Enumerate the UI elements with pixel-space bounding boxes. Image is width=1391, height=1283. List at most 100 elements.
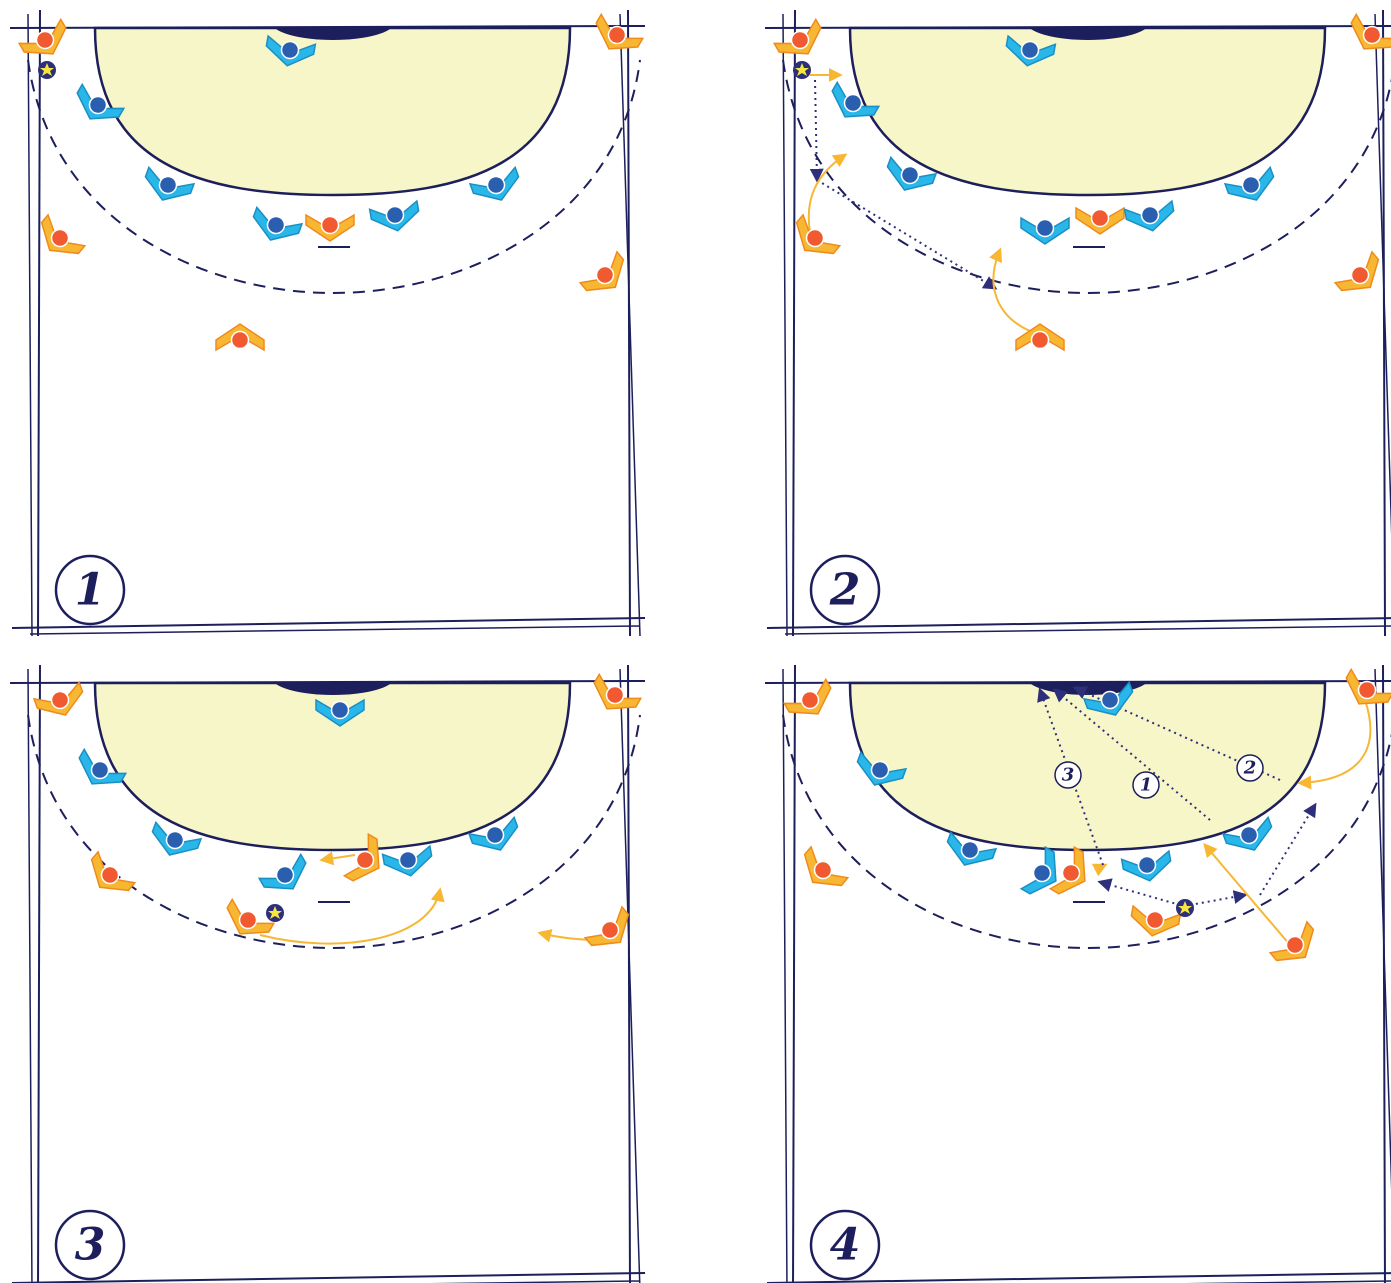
- player-head: [100, 865, 120, 885]
- defender: [467, 815, 519, 851]
- panel: 3: [10, 659, 645, 1283]
- defender: [78, 747, 128, 785]
- move-arrow: [1203, 842, 1291, 946]
- move-arrow: [989, 247, 1041, 336]
- player-head: [1090, 208, 1110, 228]
- player-head: [88, 95, 108, 115]
- attacker: [1130, 904, 1182, 937]
- player-head: [35, 30, 55, 50]
- player-head: [355, 850, 375, 870]
- panel-number: 3: [75, 1220, 106, 1271]
- attacker: [40, 213, 87, 255]
- attacker: [1075, 206, 1125, 235]
- player-head: [1030, 330, 1050, 350]
- player-head: [266, 215, 286, 235]
- defender: [144, 165, 196, 201]
- attacker: [1333, 250, 1380, 292]
- player-head: [50, 690, 70, 710]
- player-head: [280, 40, 300, 60]
- defender: [1123, 199, 1175, 232]
- player-head: [165, 830, 185, 850]
- attacker: [17, 17, 67, 55]
- player-head: [330, 700, 350, 720]
- defender: [1221, 815, 1273, 851]
- defender: [315, 698, 365, 727]
- player-head: [1145, 910, 1165, 930]
- pass-arrow: [816, 179, 998, 290]
- player-head: [1137, 855, 1157, 875]
- defender: [76, 82, 126, 120]
- pass-arrow: [1097, 878, 1181, 906]
- player-head: [90, 760, 110, 780]
- defender: [1005, 34, 1057, 67]
- player-head: [1241, 175, 1261, 195]
- ball: [793, 61, 811, 79]
- attacker: [305, 213, 355, 242]
- attacker: [32, 680, 84, 716]
- ball-star: [1178, 901, 1192, 914]
- player-head: [1357, 680, 1377, 700]
- attacker: [1345, 667, 1391, 705]
- defender: [468, 165, 520, 201]
- attacker: [1015, 323, 1065, 352]
- ball: [38, 61, 56, 79]
- defender: [946, 830, 998, 866]
- player-head: [1362, 25, 1382, 45]
- player-head: [158, 175, 178, 195]
- player-head: [790, 30, 810, 50]
- ball-star: [268, 906, 282, 919]
- panel-number: 4: [830, 1220, 861, 1271]
- player-head: [485, 825, 505, 845]
- ball: [266, 904, 284, 922]
- panel-number: 2: [829, 565, 861, 616]
- defender: [252, 205, 304, 241]
- player-head: [398, 850, 418, 870]
- ball-star: [795, 63, 809, 76]
- defender: [856, 750, 908, 786]
- court: [765, 659, 1391, 1283]
- shot-arrow: [1037, 687, 1104, 866]
- defender: [265, 34, 317, 67]
- player-head: [275, 865, 295, 885]
- attacker: [593, 672, 643, 710]
- attacker: [226, 897, 276, 935]
- player-head: [1035, 218, 1055, 238]
- player-head: [960, 840, 980, 860]
- player-head: [320, 215, 340, 235]
- defender: [368, 199, 420, 232]
- pass-label: 2: [1236, 754, 1264, 782]
- move-arrow: [1091, 863, 1108, 877]
- attacker: [772, 17, 822, 55]
- pass-arrow: [809, 79, 824, 183]
- move-arrow: [259, 887, 445, 945]
- player-head: [486, 175, 506, 195]
- defender: [831, 80, 881, 118]
- attacker: [1268, 920, 1315, 962]
- pass-label-text: 3: [1062, 765, 1075, 786]
- attacker: [215, 323, 265, 352]
- defender: [1223, 165, 1275, 201]
- panel-number: 1: [75, 565, 106, 616]
- defender: [257, 852, 307, 890]
- player-head: [607, 25, 627, 45]
- defender: [381, 844, 433, 877]
- attacker: [578, 250, 625, 292]
- panel: 2: [765, 4, 1391, 636]
- move-arrow: [319, 851, 356, 866]
- court: [10, 4, 645, 636]
- player-head: [1100, 690, 1120, 710]
- defender: [1020, 216, 1070, 245]
- defender: [886, 155, 938, 191]
- player-head: [800, 690, 820, 710]
- player-head: [230, 330, 250, 350]
- player-head: [238, 910, 258, 930]
- player-head: [843, 93, 863, 113]
- defender: [1120, 849, 1172, 882]
- player-head: [1350, 265, 1370, 285]
- player-head: [900, 165, 920, 185]
- move-arrow: [1297, 699, 1372, 790]
- player-head: [605, 685, 625, 705]
- attacker: [803, 845, 850, 887]
